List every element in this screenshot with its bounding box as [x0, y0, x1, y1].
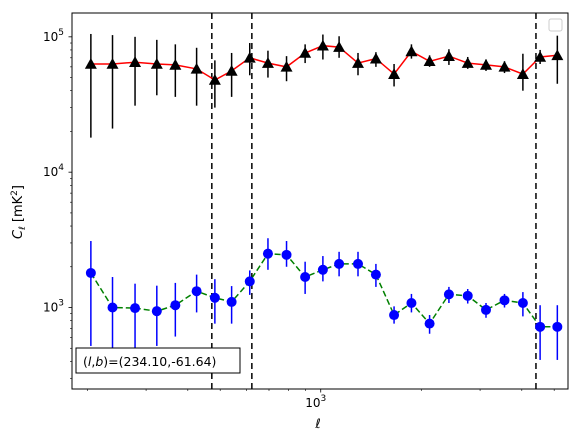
data-point	[84, 57, 97, 69]
annotation-text: (l,b)=(234.10,-61.64)	[83, 354, 216, 369]
data-point	[190, 62, 203, 74]
y-tick-label: 104	[43, 163, 64, 179]
data-point	[151, 306, 162, 317]
data-point	[424, 318, 435, 329]
data-point	[353, 258, 364, 269]
data-point	[443, 289, 454, 300]
data-point	[388, 68, 401, 79]
data-point	[535, 321, 546, 332]
data-point	[85, 267, 96, 278]
data-point	[225, 64, 238, 76]
data-point	[300, 272, 311, 283]
data-point	[208, 73, 221, 85]
data-point	[462, 290, 473, 301]
data-point	[551, 49, 564, 61]
data-point	[461, 57, 474, 68]
data-point	[150, 57, 163, 69]
data-point	[405, 45, 418, 57]
data-point	[243, 51, 256, 63]
legend-box	[548, 18, 563, 32]
data-point	[369, 52, 382, 64]
series-group	[84, 33, 564, 138]
data-point	[169, 58, 182, 70]
data-point	[498, 60, 511, 72]
data-point	[244, 276, 255, 287]
x-tick-label: 103	[305, 394, 326, 410]
plot-area	[72, 13, 568, 389]
data-point	[552, 321, 563, 332]
y-tick-label: 105	[43, 28, 64, 44]
data-point	[534, 50, 547, 62]
data-point	[389, 310, 400, 321]
data-point	[130, 303, 141, 314]
data-point	[170, 300, 181, 311]
series-layer	[84, 33, 564, 360]
series-group	[85, 238, 563, 360]
data-point	[481, 304, 492, 315]
data-point	[480, 58, 493, 70]
data-point	[106, 57, 119, 69]
data-point	[442, 50, 455, 61]
data-point	[334, 258, 345, 269]
data-point	[352, 57, 365, 68]
data-point	[299, 46, 312, 58]
data-point	[191, 286, 202, 297]
data-point	[406, 297, 417, 308]
data-point	[316, 39, 329, 51]
data-point	[370, 269, 381, 280]
data-point	[209, 292, 220, 303]
data-point	[317, 264, 328, 275]
data-point	[261, 57, 274, 68]
y-axis-label: Cℓ [mK2]	[10, 185, 28, 239]
data-point	[280, 60, 293, 72]
y-tick-label: 103	[43, 299, 64, 315]
data-point	[333, 41, 346, 52]
annotation-box: (l,b)=(234.10,-61.64)	[75, 347, 241, 374]
plot-frame	[71, 12, 569, 390]
axis-ticks: 103 104 105 103	[43, 28, 555, 410]
data-point	[517, 297, 528, 308]
annotation-frame	[75, 347, 241, 374]
data-point	[516, 68, 529, 79]
data-point	[262, 248, 273, 259]
data-point	[423, 55, 436, 67]
data-point	[281, 249, 292, 260]
data-point	[129, 56, 142, 67]
legend	[548, 18, 563, 32]
data-point	[499, 295, 510, 306]
x-axis-label: ℓ	[314, 417, 320, 432]
data-point	[226, 296, 237, 307]
data-point	[107, 302, 118, 313]
